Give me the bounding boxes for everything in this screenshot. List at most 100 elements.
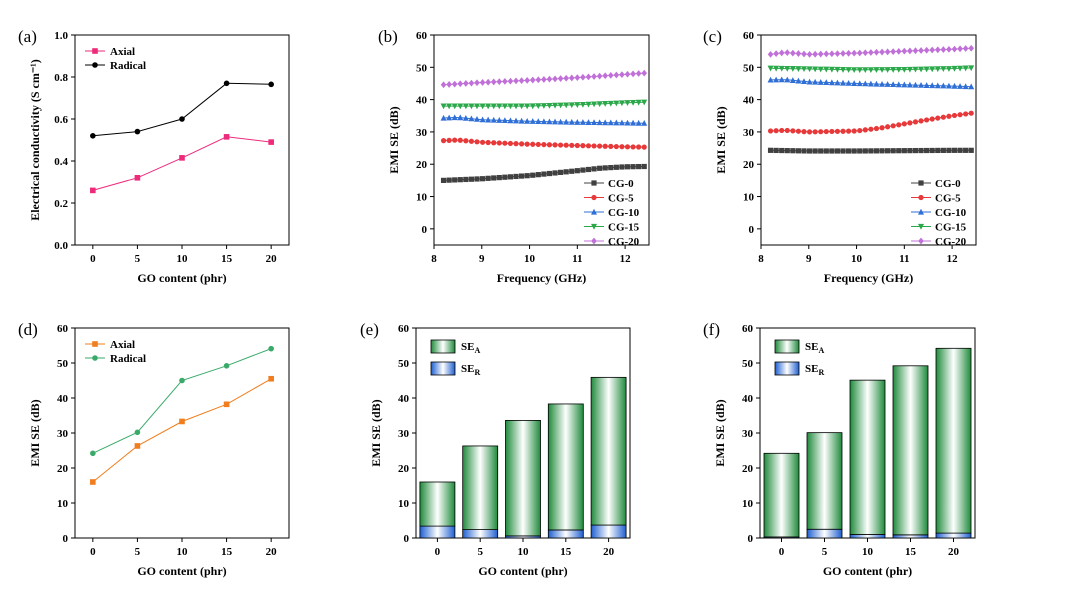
y-tick-label: 20 [742, 463, 754, 475]
data-point [929, 82, 936, 89]
data-point [479, 79, 486, 86]
data-point [574, 119, 581, 125]
data-point [452, 177, 458, 183]
data-point [812, 78, 819, 85]
y-axis-label: EMI SE (dB) [369, 399, 383, 466]
data-point [868, 126, 874, 132]
data-point [767, 76, 774, 83]
data-point [636, 163, 642, 170]
data-point [840, 79, 847, 86]
data-point [856, 67, 863, 74]
data-point [823, 79, 830, 86]
data-point [923, 82, 930, 88]
legend-swatch [774, 339, 800, 354]
data-point [485, 175, 491, 181]
data-point [607, 100, 614, 107]
data-point [552, 118, 559, 125]
data-point [463, 80, 469, 87]
x-tick-label: 20 [266, 546, 278, 558]
data-point [789, 77, 796, 83]
data-point [451, 80, 458, 88]
data-point [474, 176, 480, 182]
data-point [789, 66, 796, 72]
data-point [268, 375, 274, 382]
data-point [574, 142, 580, 149]
data-point [585, 143, 592, 149]
data-point [574, 168, 580, 174]
data-point [518, 141, 525, 147]
data-point [223, 363, 230, 369]
data-point [963, 147, 969, 153]
x-tick-label: 8 [758, 253, 764, 265]
y-tick-label: 60 [57, 323, 69, 335]
series-line-radical [92, 82, 272, 137]
data-point [618, 100, 625, 107]
data-point [829, 148, 835, 154]
data-point [518, 173, 525, 179]
data-point [806, 129, 813, 135]
data-point [873, 48, 880, 56]
data-point [440, 177, 447, 183]
data-point [624, 164, 631, 170]
data-point [867, 67, 874, 73]
data-point [546, 142, 553, 148]
x-tick-label: 15 [560, 546, 572, 558]
bar-se-r [547, 529, 584, 539]
data-point [502, 174, 508, 180]
data-point [912, 119, 919, 125]
data-point [968, 44, 975, 52]
data-point [613, 143, 619, 150]
data-point [635, 119, 642, 126]
data-point [957, 147, 963, 153]
legend-label: CG-0 [935, 178, 961, 190]
data-point [862, 49, 869, 57]
data-point [540, 118, 547, 125]
data-point [446, 103, 453, 110]
data-point [923, 46, 930, 54]
data-point [906, 66, 913, 73]
bar-se-a [505, 419, 541, 537]
data-point [862, 80, 869, 87]
data-point [801, 78, 807, 84]
data-point [596, 101, 603, 108]
y-tick-label: 0 [422, 224, 428, 236]
data-point [496, 140, 502, 146]
legend-marker [92, 62, 98, 68]
legend-marker [92, 355, 98, 361]
data-point [468, 103, 475, 110]
data-point [596, 119, 603, 126]
data-point [851, 128, 857, 134]
data-point [896, 122, 902, 128]
data-point [918, 66, 925, 73]
data-point [812, 148, 818, 154]
data-point [529, 76, 536, 84]
legend-swatch [774, 361, 800, 376]
data-point [829, 50, 835, 58]
data-point [801, 66, 807, 73]
data-point [552, 142, 558, 148]
data-point [851, 80, 858, 86]
data-point [134, 429, 141, 436]
x-tick-label: 5 [135, 253, 141, 265]
data-point [513, 117, 520, 124]
data-point [535, 141, 541, 148]
legend-swatch [430, 339, 456, 354]
data-point [834, 50, 841, 58]
data-point [845, 67, 852, 73]
data-point [179, 377, 185, 384]
data-point [457, 80, 464, 88]
data-point [580, 167, 586, 173]
data-point [602, 119, 609, 126]
data-point [856, 49, 863, 57]
legend-label: CG-15 [608, 222, 640, 234]
y-tick-label: 0.0 [54, 240, 68, 252]
data-point [446, 177, 452, 183]
data-point [906, 81, 913, 88]
data-point [502, 140, 508, 146]
data-point [501, 103, 508, 110]
data-point [946, 113, 952, 119]
data-point [440, 114, 447, 121]
data-point [513, 173, 519, 180]
legend-label: Axial [110, 46, 135, 58]
data-point [602, 101, 609, 107]
